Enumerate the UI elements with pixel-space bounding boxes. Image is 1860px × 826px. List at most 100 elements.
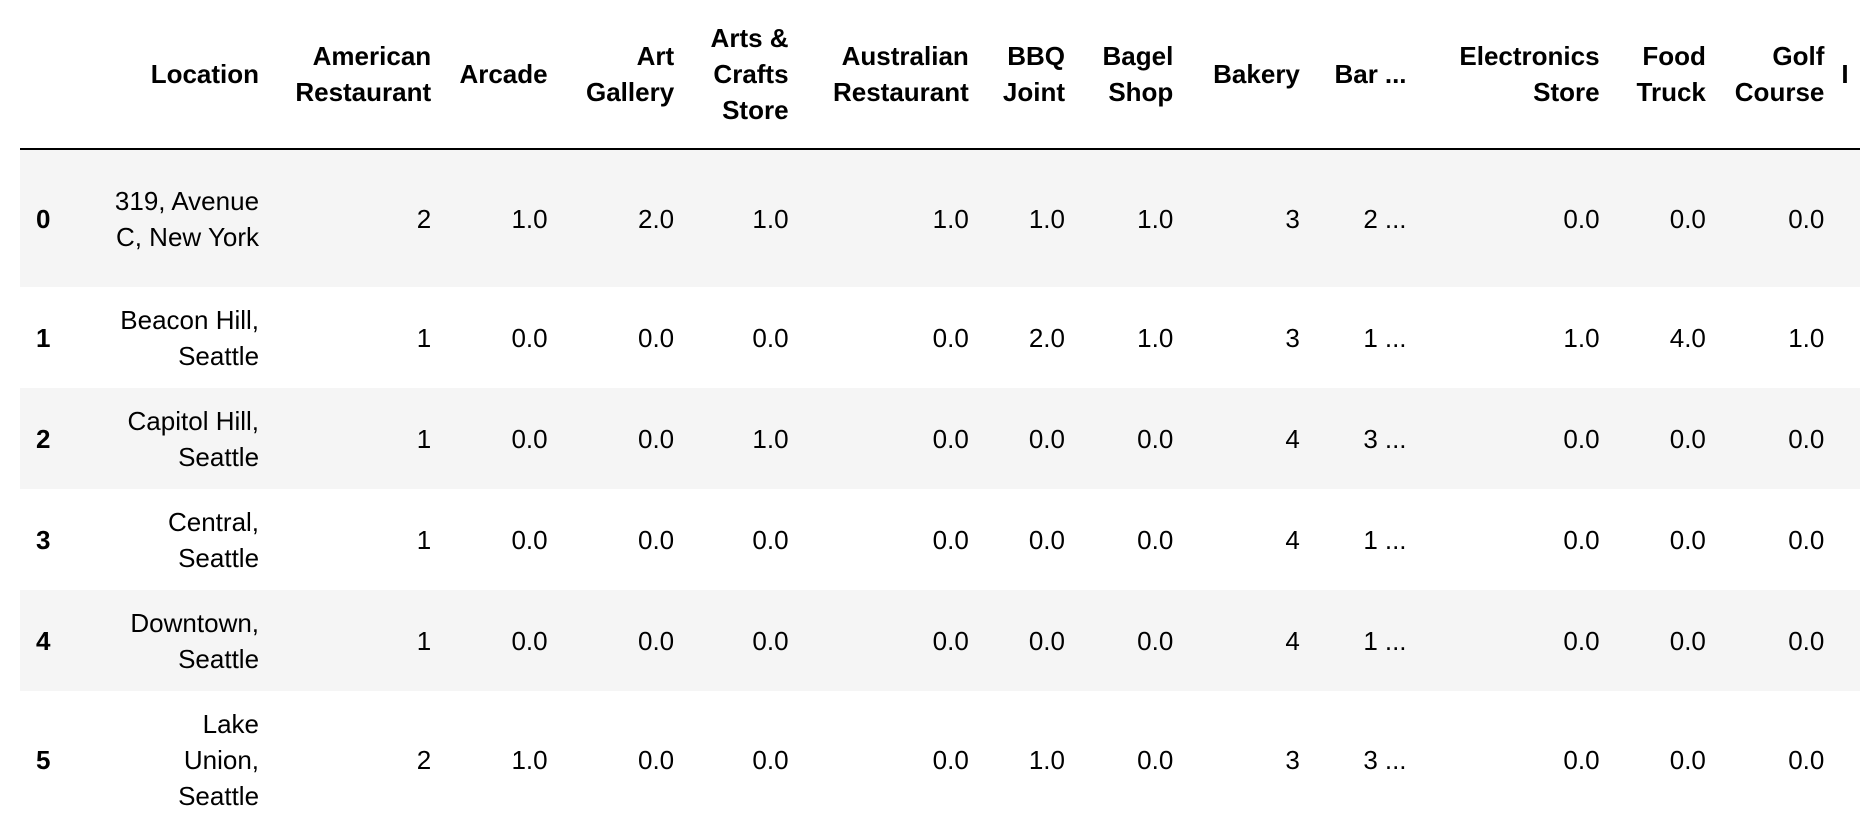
table-cell: 0.0 (638, 423, 675, 454)
table-cell: 0.0 (932, 423, 969, 454)
table-cell: 2.0 (1028, 322, 1065, 353)
table-cell: 1.0 (1028, 744, 1065, 775)
row-index: 1 (36, 322, 51, 353)
table-cell: 1.0 (511, 203, 548, 234)
table-cell: 0.0 (638, 625, 675, 656)
table-cell: 4 (1285, 423, 1300, 454)
table-cell: 0.0 (1669, 423, 1706, 454)
table-cell: 0.0 (1669, 524, 1706, 555)
table-cell: 0.0 (1137, 524, 1174, 555)
table-cell: 0.0 (1788, 744, 1825, 775)
table-cell: 1 (1363, 625, 1378, 656)
table-row: 5 Lake Union, Seattle 2 1.0 0.0 0.0 0.0 … (20, 691, 1860, 826)
table-cell (1831, 691, 1860, 826)
table-cell: 1.0 (1137, 322, 1174, 353)
index-header (20, 0, 67, 150)
table-cell: 4 (1285, 524, 1300, 555)
table-cell: 0.0 (1563, 524, 1600, 555)
table-cell: 0.0 (932, 322, 969, 353)
dataframe-table: Location American Restaurant Arcade Art … (20, 0, 1860, 826)
table-cell: 0.0 (1137, 625, 1174, 656)
table-cell: 0.0 (1137, 423, 1174, 454)
table-cell: 0.0 (511, 322, 548, 353)
table-row: 2 Capitol Hill, Seattle 1 0.0 0.0 1.0 0.… (20, 388, 1860, 489)
table-cell: 3 (1363, 744, 1378, 775)
table-cell: 1.0 (511, 744, 548, 775)
table-cell: 0.0 (1669, 625, 1706, 656)
table-cell: 0.0 (638, 744, 675, 775)
table-cell: 0.0 (638, 524, 675, 555)
column-header-ellipsis: ... (1384, 0, 1434, 150)
table-cell: 0.0 (1788, 625, 1825, 656)
dataframe-output: Location American Restaurant Arcade Art … (20, 0, 1860, 826)
table-cell: 2 (1363, 203, 1378, 234)
table-row: 0 319, Avenue C, New York 2 1.0 2.0 1.0 … (20, 149, 1860, 287)
table-cell: 1.0 (1563, 322, 1600, 353)
table-cell (1831, 149, 1860, 287)
column-header-electronics-store: Electronics Store (1433, 0, 1607, 150)
row-index: 2 (36, 423, 51, 454)
table-cell: 1 (1363, 524, 1378, 555)
ellipsis-cell: ... (1384, 423, 1407, 454)
table-cell: 1.0 (1788, 322, 1825, 353)
table-cell (1831, 388, 1860, 489)
table-cell: 1.0 (752, 423, 789, 454)
table-cell: 3 (1285, 744, 1300, 775)
table-cell: 0.0 (752, 625, 789, 656)
table-cell: 0.0 (752, 524, 789, 555)
table-cell: 0.0 (1788, 524, 1825, 555)
table-cell: 0.0 (638, 322, 675, 353)
column-header-bbq-joint: BBQ Joint (975, 0, 1072, 150)
table-cell: 1.0 (932, 203, 969, 234)
row-index: 3 (36, 524, 51, 555)
cell-location: Downtown, Seattle (130, 607, 260, 674)
table-cell: 1 (416, 423, 432, 454)
column-header-golf-course: Golf Course (1712, 0, 1832, 150)
cell-location: Central, Seattle (167, 506, 260, 573)
table-row: 4 Downtown, Seattle 1 0.0 0.0 0.0 0.0 0.… (20, 590, 1860, 691)
column-header-bagel-shop: Bagel Shop (1071, 0, 1181, 150)
table-cell: 3 (1363, 423, 1378, 454)
table-cell: 0.0 (1788, 203, 1825, 234)
row-index: 5 (36, 744, 51, 775)
table-cell: 0.0 (1669, 203, 1706, 234)
table-cell: 1.0 (1028, 203, 1065, 234)
table-cell: 4 (1285, 625, 1300, 656)
cell-location: Capitol Hill, Seattle (127, 405, 260, 472)
table-cell: 1 (416, 524, 432, 555)
table-cell: 0.0 (1563, 203, 1600, 234)
column-header-cutoff: I (1831, 0, 1860, 150)
row-index: 4 (36, 625, 51, 656)
column-header-american-restaurant: American Restaurant (266, 0, 439, 150)
table-cell: 0.0 (1028, 625, 1065, 656)
table-cell (1831, 590, 1860, 691)
table-cell: 3 (1285, 322, 1300, 353)
table-cell (1831, 287, 1860, 388)
column-header-location: Location (66, 0, 267, 150)
table-cell: 0.0 (932, 744, 969, 775)
table-cell: 0.0 (1563, 423, 1600, 454)
table-cell: 1.0 (752, 203, 789, 234)
table-cell: 4.0 (1669, 322, 1706, 353)
table-cell: 2.0 (638, 203, 675, 234)
column-header-arts-crafts-store: Arts & Crafts Store (681, 0, 796, 150)
column-header-australian-restaurant: Australian Restaurant (795, 0, 976, 150)
ellipsis-cell: ... (1384, 203, 1407, 234)
table-cell: 0.0 (511, 524, 548, 555)
header-row: Location American Restaurant Arcade Art … (20, 0, 1860, 150)
table-cell: 0.0 (511, 625, 548, 656)
table-cell: 1 (416, 322, 432, 353)
column-header-food-truck: Food Truck (1606, 0, 1713, 150)
table-cell: 1 (1363, 322, 1378, 353)
table-cell: 0.0 (1563, 625, 1600, 656)
column-header-bakery: Bakery (1180, 0, 1307, 150)
ellipsis-cell: ... (1384, 322, 1407, 353)
table-row: 1 Beacon Hill, Seattle 1 0.0 0.0 0.0 0.0… (20, 287, 1860, 388)
column-header-art-gallery: Art Gallery (554, 0, 682, 150)
table-cell: 2 (416, 744, 432, 775)
table-cell (1831, 489, 1860, 590)
table-cell: 0.0 (932, 524, 969, 555)
ellipsis-cell: ... (1384, 744, 1407, 775)
table-cell: 0.0 (1669, 744, 1706, 775)
column-header-arcade: Arcade (438, 0, 555, 150)
